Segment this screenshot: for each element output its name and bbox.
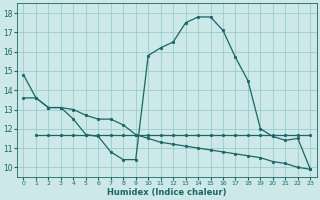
X-axis label: Humidex (Indice chaleur): Humidex (Indice chaleur) (107, 188, 227, 197)
